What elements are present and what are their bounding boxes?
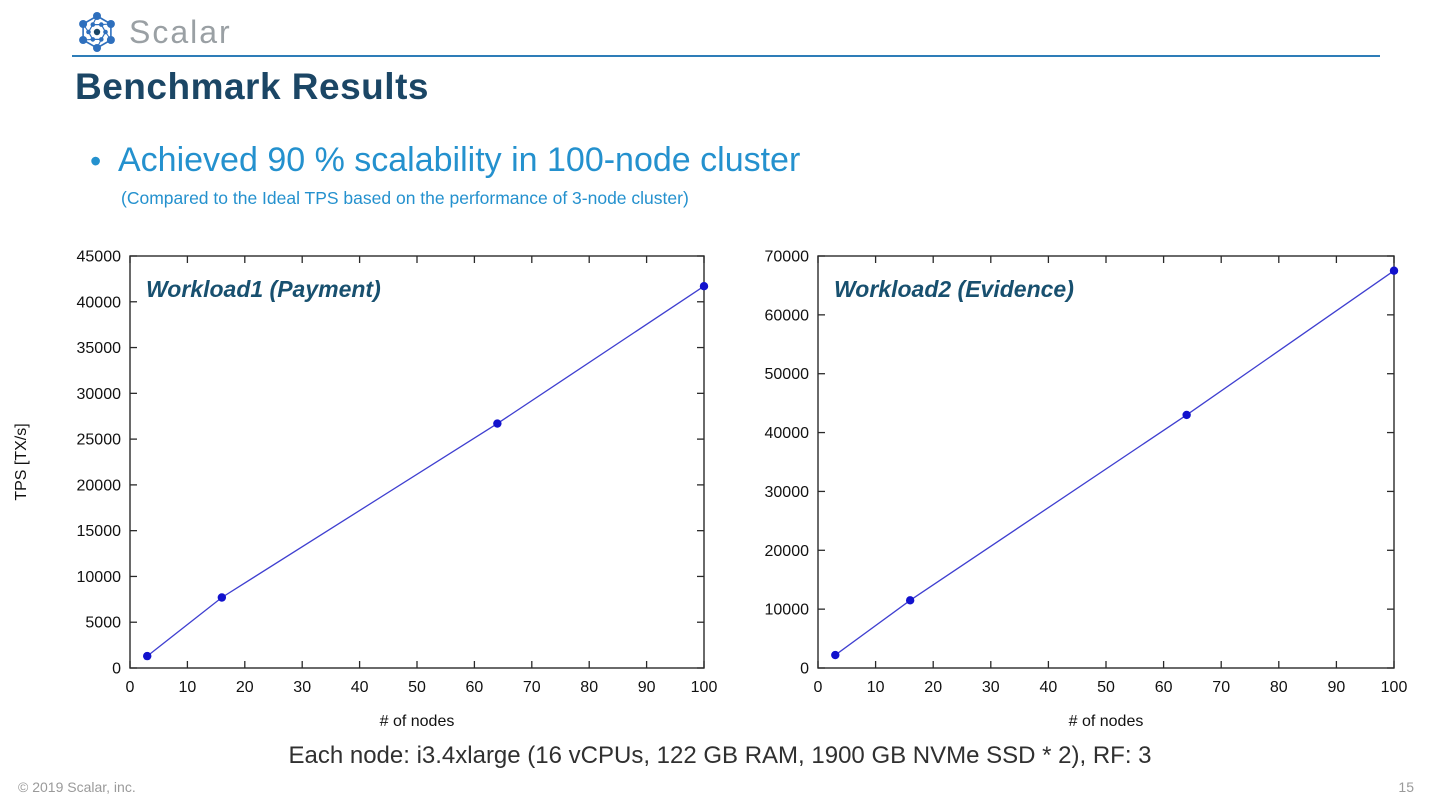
data-point bbox=[493, 419, 502, 428]
data-line bbox=[146, 285, 705, 657]
y-tick-label: 50000 bbox=[765, 366, 810, 383]
x-tick-label: 80 bbox=[1270, 679, 1288, 696]
y-tick-label: 35000 bbox=[77, 340, 122, 357]
y-axis-label: TPS [TX/s] bbox=[13, 423, 30, 500]
x-axis-label: # of nodes bbox=[380, 713, 455, 730]
x-tick-label: 20 bbox=[236, 679, 254, 696]
y-tick-label: 15000 bbox=[77, 523, 122, 540]
x-tick-label: 90 bbox=[1328, 679, 1346, 696]
x-tick-label: 20 bbox=[924, 679, 942, 696]
x-tick-label: 100 bbox=[1381, 679, 1408, 696]
plot-border bbox=[129, 255, 705, 669]
y-tick-label: 40000 bbox=[765, 425, 810, 442]
data-point bbox=[143, 651, 152, 661]
data-point bbox=[699, 282, 709, 291]
data-point bbox=[1389, 266, 1399, 275]
x-tick-label: 80 bbox=[580, 679, 598, 696]
chart-workload2-svg: 0 10 20 30 40 50 60 70 80 90 100 0 10000 20000 30000 40… bbox=[765, 249, 1408, 731]
y-tick-label: 5000 bbox=[85, 615, 121, 632]
x-tick-label: 60 bbox=[1155, 679, 1173, 696]
x-tick-label: 100 bbox=[691, 679, 718, 696]
x-tick-label: 30 bbox=[982, 679, 1000, 696]
y-tick-label: 45000 bbox=[77, 249, 122, 266]
x-tick-label: 60 bbox=[466, 679, 484, 696]
y-tick-label: 60000 bbox=[765, 307, 810, 324]
data-point bbox=[831, 650, 840, 660]
header-divider bbox=[72, 55, 1380, 57]
chart-workload2: 0 10 20 30 40 50 60 70 80 90 100 0 10000 20000 30000 40… bbox=[720, 240, 1440, 745]
plot-border bbox=[817, 255, 1395, 669]
x-tick-label: 40 bbox=[1040, 679, 1058, 696]
chart-workload1-svg: 0 10 20 30 40 50 60 70 80 90 100 0 5000 10000 15000 200… bbox=[13, 249, 718, 731]
logo: Scalar bbox=[75, 10, 232, 54]
x-tick-label: 50 bbox=[1097, 679, 1115, 696]
x-tick-label: 70 bbox=[1212, 679, 1230, 696]
bullet-subtext: (Compared to the Ideal TPS based on the … bbox=[121, 188, 689, 208]
chart-title: Workload1 (Payment) bbox=[146, 276, 381, 302]
y-tick-label: 10000 bbox=[765, 602, 810, 619]
y-tick-label: 10000 bbox=[77, 569, 122, 586]
y-tick-label: 30000 bbox=[765, 484, 810, 501]
chart-workload1: 0 10 20 30 40 50 60 70 80 90 100 0 5000 10000 15000 200… bbox=[0, 240, 720, 745]
x-tick-label: 0 bbox=[126, 679, 135, 696]
x-tick-label: 70 bbox=[523, 679, 541, 696]
data-point bbox=[217, 593, 227, 602]
footer-copyright: © 2019 Scalar, inc. bbox=[18, 779, 136, 795]
x-tick-label: 0 bbox=[814, 679, 823, 696]
x-tick-label: 10 bbox=[867, 679, 885, 696]
y-tick-label: 20000 bbox=[765, 543, 810, 560]
data-point bbox=[1182, 410, 1191, 420]
y-tick-label: 0 bbox=[800, 661, 809, 678]
y-tick-label: 30000 bbox=[77, 386, 122, 403]
x-tick-label: 90 bbox=[638, 679, 656, 696]
hardware-footnote: Each node: i3.4xlarge (16 vCPUs, 122 GB … bbox=[288, 742, 1152, 769]
y-tick-label: 40000 bbox=[77, 294, 122, 311]
x-tick-label: 30 bbox=[293, 679, 311, 696]
logo-text: Scalar bbox=[129, 13, 232, 50]
x-tick-label: 10 bbox=[179, 679, 197, 696]
x-tick-label: 40 bbox=[351, 679, 369, 696]
data-line bbox=[834, 270, 1395, 656]
page-title: Benchmark Results bbox=[75, 66, 429, 107]
y-tick-label: 25000 bbox=[77, 432, 122, 449]
y-tick-label: 20000 bbox=[77, 477, 122, 494]
data-point bbox=[905, 596, 915, 605]
x-axis-label: # of nodes bbox=[1069, 713, 1144, 730]
scalar-logo-icon bbox=[79, 12, 115, 52]
bullet-dot: • bbox=[90, 143, 102, 179]
chart-title: Workload2 (Evidence) bbox=[834, 276, 1074, 302]
y-tick-label: 0 bbox=[112, 661, 121, 678]
x-tick-label: 50 bbox=[408, 679, 426, 696]
y-tick-label: 70000 bbox=[765, 249, 810, 266]
page-number: 15 bbox=[1398, 779, 1414, 795]
bullet-text: Achieved 90 % scalability in 100-node cl… bbox=[118, 141, 801, 179]
